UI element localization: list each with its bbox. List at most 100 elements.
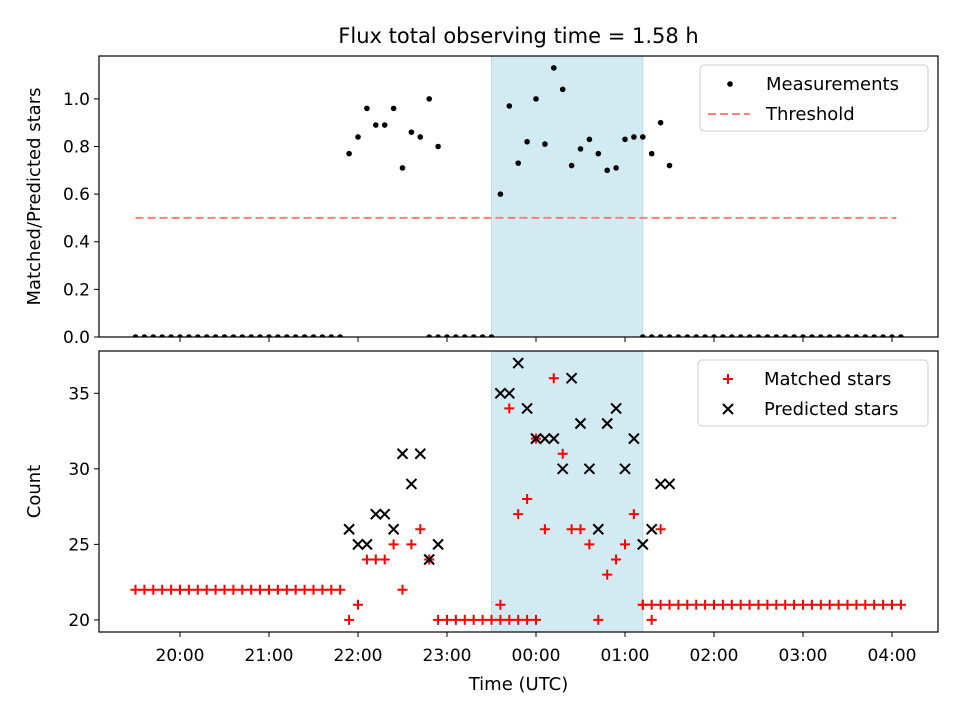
predicted-star-marker xyxy=(654,478,667,490)
measurement-point xyxy=(835,334,842,337)
measurement-point xyxy=(613,165,619,171)
measurement-point xyxy=(337,334,343,337)
predicted-star-marker xyxy=(619,463,631,475)
matched-star-marker xyxy=(895,599,906,610)
x-tick-label: 02:00 xyxy=(690,646,739,666)
measurement-point xyxy=(791,334,797,337)
y-axis-label: Count xyxy=(24,465,45,518)
measurement-point xyxy=(417,134,424,140)
measurement-point xyxy=(177,334,183,337)
predicted-star-marker xyxy=(556,463,569,475)
measurement-point xyxy=(809,334,815,337)
matched-star-marker xyxy=(593,614,604,625)
matched-star-marker xyxy=(335,584,346,595)
predicted-star-marker xyxy=(663,478,676,490)
measurement-point xyxy=(577,146,584,152)
matched-star-marker xyxy=(691,599,702,610)
matched-star-marker xyxy=(744,599,755,610)
matched-star-marker xyxy=(522,614,533,625)
predicted-star-marker xyxy=(396,448,409,460)
matched-star-marker xyxy=(717,599,728,610)
x-tick-label: 21:00 xyxy=(245,646,294,666)
legend-label: Matched stars xyxy=(764,369,891,390)
matched-star-marker xyxy=(344,614,355,625)
matched-star-marker xyxy=(824,599,835,610)
measurement-point xyxy=(212,334,219,337)
measurement-point xyxy=(524,138,530,145)
measurement-point xyxy=(195,334,201,337)
measurement-point xyxy=(435,143,441,150)
measurement-point xyxy=(684,334,691,337)
matched-star-marker xyxy=(780,599,791,610)
measurement-point xyxy=(862,334,869,337)
measurement-point xyxy=(773,334,780,337)
matched-star-marker xyxy=(566,524,577,535)
measurement-point xyxy=(542,141,548,147)
measurement-point xyxy=(221,334,228,337)
matched-star-marker xyxy=(361,554,372,565)
measurement-point xyxy=(168,334,174,337)
matched-star-marker xyxy=(646,614,657,625)
matched-star-marker xyxy=(504,614,515,625)
predicted-star-marker xyxy=(583,463,596,475)
matched-star-marker xyxy=(317,584,328,595)
legend-label: Measurements xyxy=(766,74,899,95)
measurement-point xyxy=(764,334,771,337)
x-tick-label: 01:00 xyxy=(601,646,650,666)
measurement-point xyxy=(844,334,851,337)
measurement-point xyxy=(559,86,566,93)
predicted-star-marker xyxy=(548,432,560,445)
measurement-point xyxy=(381,122,388,128)
measurement-point xyxy=(622,136,628,143)
matched-star-marker xyxy=(682,599,693,610)
measurement-point xyxy=(675,334,682,337)
matched-star-marker xyxy=(628,509,639,520)
matched-star-marker xyxy=(646,599,657,610)
matched-star-marker xyxy=(326,584,337,595)
axes-frame xyxy=(98,55,939,338)
matched-star-marker xyxy=(611,554,622,565)
matched-star-marker xyxy=(166,584,177,595)
measurement-point xyxy=(729,334,735,337)
matched-star-marker xyxy=(851,599,862,610)
matched-star-marker xyxy=(175,584,185,595)
matched-star-marker xyxy=(433,614,444,625)
measurement-point xyxy=(702,334,708,337)
measurement-point xyxy=(150,334,157,337)
predicted-star-marker xyxy=(628,432,640,445)
matched-star-marker xyxy=(450,614,461,625)
measurement-point xyxy=(666,162,673,169)
measurement-point xyxy=(257,334,263,337)
measurement-point xyxy=(657,334,664,337)
matched-star-marker xyxy=(210,584,221,595)
legend-label: Predicted stars xyxy=(764,399,898,420)
matched-star-marker xyxy=(513,509,524,520)
measurement-point xyxy=(426,334,432,337)
measurement-point xyxy=(408,129,415,136)
matched-star-marker xyxy=(219,584,230,595)
x-tick-label: 23:00 xyxy=(423,646,472,666)
measurement-point xyxy=(818,334,824,337)
y-tick-label: 1.0 xyxy=(63,90,90,110)
matched-star-marker xyxy=(415,524,426,535)
legend-marker xyxy=(723,374,733,384)
predicted-star-marker xyxy=(378,508,391,520)
measurement-point xyxy=(755,334,762,337)
predicted-star-marker xyxy=(361,538,373,551)
y-tick-label: 30 xyxy=(68,460,90,480)
measurement-point xyxy=(141,334,148,337)
x-tick-label: 00:00 xyxy=(512,646,561,666)
matched-star-marker xyxy=(459,614,470,625)
matched-star-marker xyxy=(887,599,897,610)
measurement-point xyxy=(462,334,468,337)
matched-star-marker xyxy=(575,524,586,535)
matched-star-marker xyxy=(620,539,630,550)
predicted-star-marker xyxy=(423,553,435,566)
measurement-point xyxy=(693,334,699,337)
matched-star-marker xyxy=(139,584,150,595)
matched-star-marker xyxy=(655,599,666,610)
matched-star-marker xyxy=(201,584,212,595)
measurement-point xyxy=(746,334,753,337)
measurement-point xyxy=(479,334,486,337)
